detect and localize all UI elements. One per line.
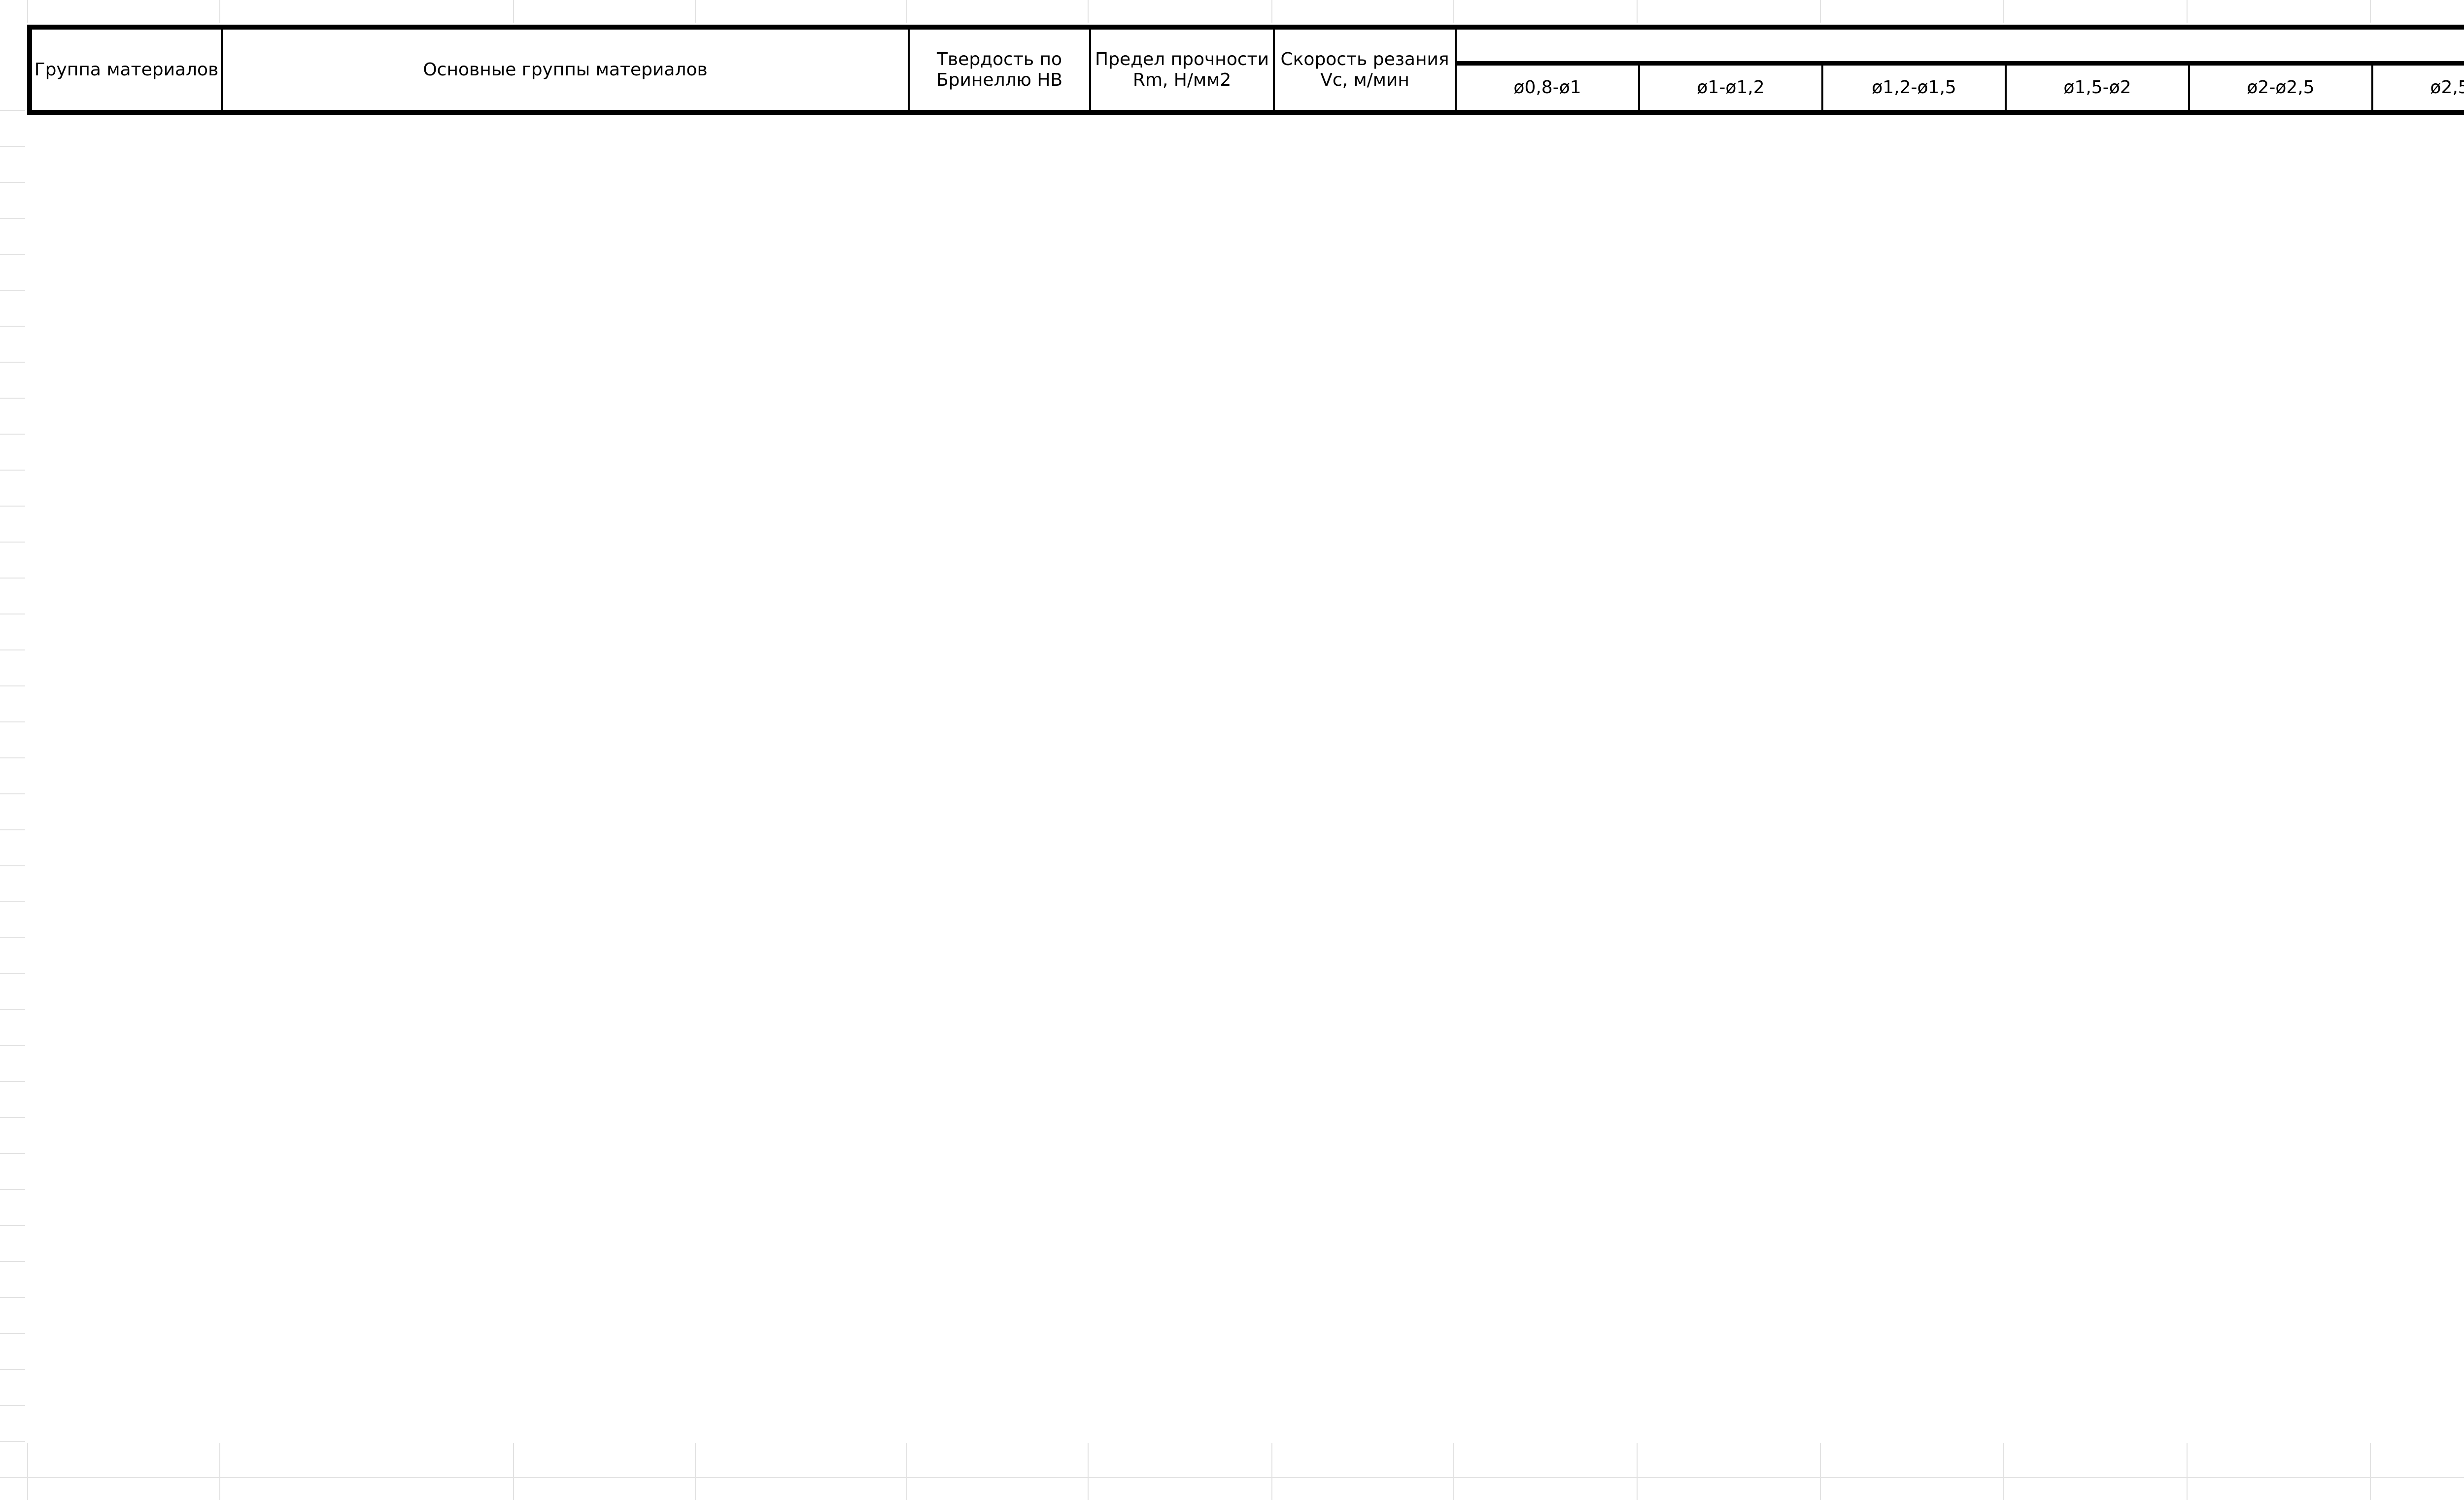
- header-diameter-range[interactable]: ø0,8-ø1: [1455, 62, 1641, 115]
- header-material-group[interactable]: Группа материалов: [29, 26, 223, 115]
- sheet-gridline: [0, 649, 25, 650]
- sheet-gridline: [0, 685, 25, 686]
- header-diameter-range[interactable]: ø2-ø2,5: [2188, 62, 2374, 115]
- sheet-gridline: [0, 1297, 25, 1298]
- sheet-gridline: [0, 1153, 25, 1154]
- cutting-data-table: Группа материалов Основные группы матери…: [27, 25, 2464, 115]
- sheet-gridline: [1820, 0, 1821, 23]
- sheet-gridline: [906, 0, 907, 23]
- sheet-gridline: [1088, 0, 1089, 23]
- sheet-gridline: [0, 110, 25, 111]
- sheet-gridline: [2003, 1443, 2004, 1500]
- sheet-gridline: [0, 398, 25, 399]
- sheet-gridline: [2003, 0, 2004, 23]
- sheet-gridline: [27, 0, 28, 23]
- sheet-gridline: [0, 182, 25, 183]
- sheet-gridline: [0, 901, 25, 902]
- sheet-gridline: [2187, 1443, 2188, 1500]
- sheet-gridline: [0, 1369, 25, 1370]
- sheet-gridline: [1088, 1443, 1089, 1500]
- sheet-gridline: [0, 1477, 2464, 1478]
- sheet-gridline: [0, 1441, 25, 1442]
- sheet-gridline: [0, 290, 25, 291]
- sheet-gridline: [0, 146, 25, 147]
- sheet-gridline: [0, 1189, 25, 1190]
- table-header: Группа материалов Основные группы матери…: [29, 26, 2464, 115]
- sheet-gridline: [2370, 1443, 2371, 1500]
- sheet-gridline: [695, 0, 696, 23]
- sheet-gridline: [27, 1443, 28, 1500]
- header-hardness-hb[interactable]: Твердость по Бринеллю HB: [908, 26, 1092, 115]
- sheet-gridline: [0, 1009, 25, 1010]
- sheet-gridline: [906, 1443, 907, 1500]
- header-diameter-range[interactable]: ø2,5-ø4: [2371, 62, 2464, 115]
- sheet-gridline: [1637, 0, 1638, 23]
- sheet-gridline: [695, 1443, 696, 1500]
- sheet-gridline: [0, 1117, 25, 1118]
- sheet-gridline: [513, 0, 514, 23]
- sheet-gridline: [0, 973, 25, 974]
- sheet-gridline: [0, 721, 25, 722]
- sheet-gridline: [1453, 0, 1454, 23]
- sheet-gridline: [0, 1081, 25, 1082]
- sheet-gridline: [0, 937, 25, 938]
- sheet-gridline: [0, 218, 25, 219]
- sheet-gridline: [0, 829, 25, 830]
- sheet-gridline: [2187, 0, 2188, 23]
- header-strength-rm[interactable]: Предел прочности Rm, Н/мм2: [1089, 26, 1275, 115]
- sheet-gridline: [0, 542, 25, 543]
- sheet-gridline: [1820, 1443, 1821, 1500]
- sheet-gridline: [0, 578, 25, 579]
- sheet-gridline: [0, 470, 25, 471]
- sheet-gridline: [1453, 1443, 1454, 1500]
- sheet-gridline: [0, 1261, 25, 1262]
- header-diameter-range[interactable]: ø1,2-ø1,5: [1821, 62, 2007, 115]
- sheet-gridline: [1637, 1443, 1638, 1500]
- header-diameter-range[interactable]: ø1-ø1,2: [1638, 62, 1824, 115]
- sheet-gridline: [0, 506, 25, 507]
- sheet-gridline: [513, 1443, 514, 1500]
- sheet-gridline: [0, 1405, 25, 1406]
- sheet-gridline: [0, 326, 25, 327]
- sheet-gridline: [1271, 1443, 1272, 1500]
- sheet-gridline: [219, 1443, 220, 1500]
- header-feed-fn[interactable]: Подача Fn, мм/об: [1455, 26, 2464, 66]
- sheet-gridline: [219, 0, 220, 23]
- sheet-gridline: [0, 254, 25, 255]
- sheet-gridline: [0, 1225, 25, 1226]
- sheet-gridline: [0, 865, 25, 866]
- sheet-gridline: [2370, 0, 2371, 23]
- sheet-gridline: [0, 1045, 25, 1046]
- sheet-gridline: [0, 793, 25, 794]
- sheet-gridline: [0, 362, 25, 363]
- header-diameter-range[interactable]: ø1,5-ø2: [2005, 62, 2190, 115]
- header-cutting-speed-vc[interactable]: Скорость резания Vc, м/мин: [1273, 26, 1457, 115]
- sheet-gridline: [0, 1333, 25, 1334]
- sheet-gridline: [0, 757, 25, 758]
- sheet-gridline: [1271, 0, 1272, 23]
- sheet-gridline: [0, 434, 25, 435]
- header-main-groups[interactable]: Основные группы материалов: [220, 26, 910, 115]
